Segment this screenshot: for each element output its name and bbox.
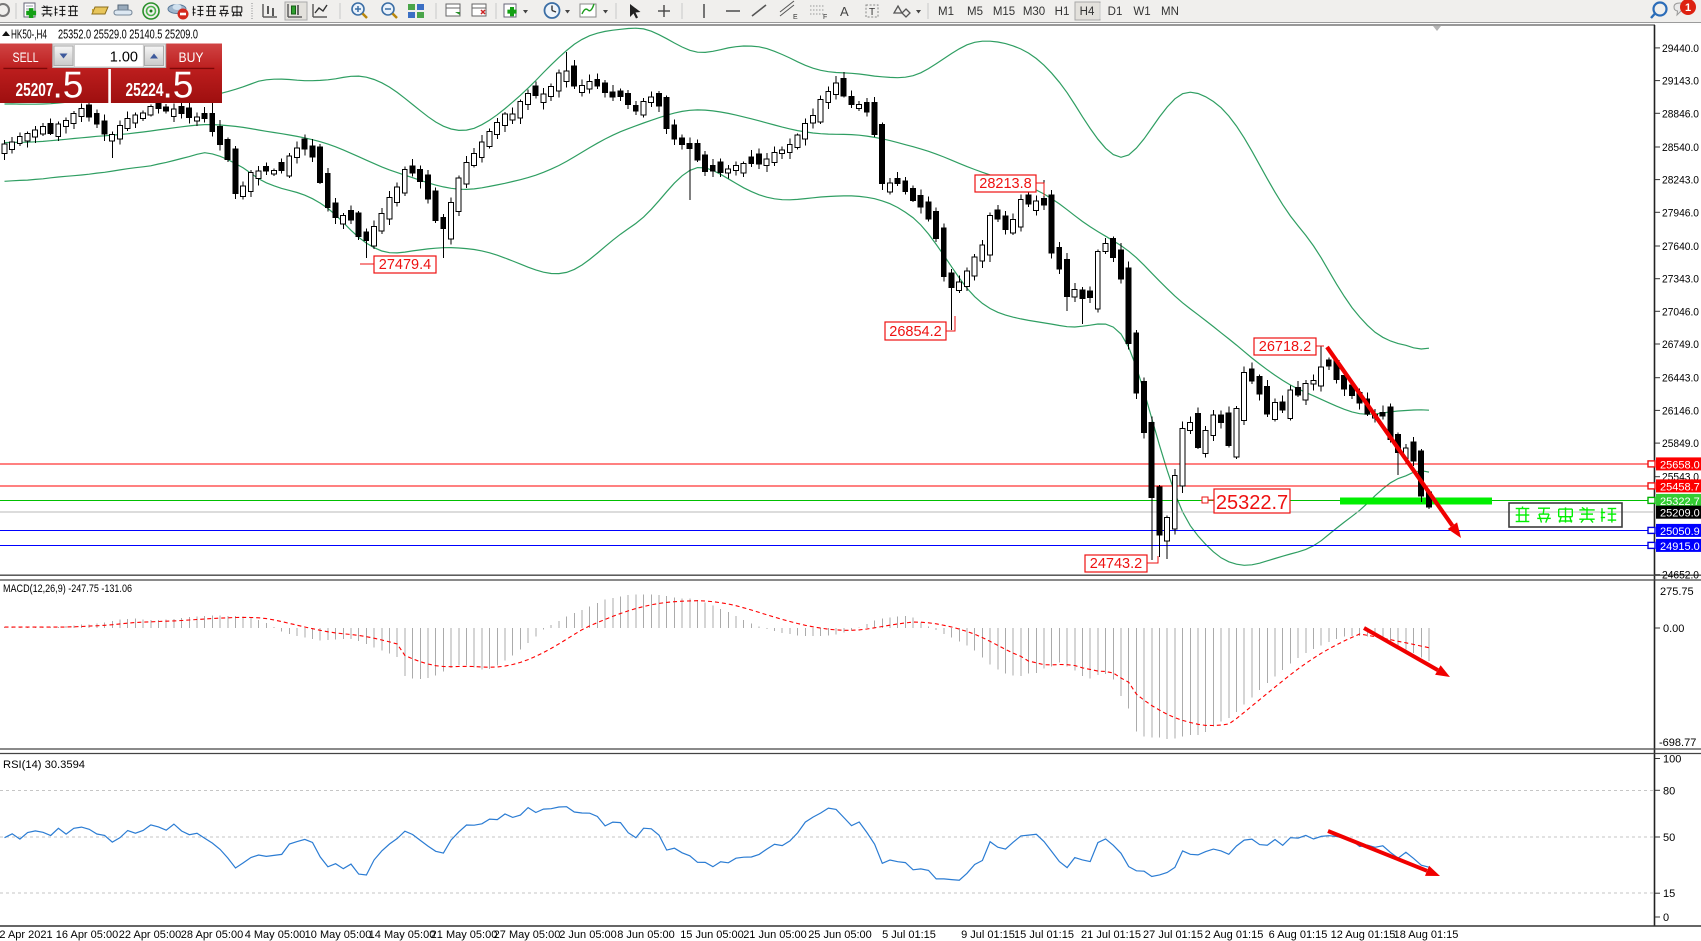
svg-text:1.00: 1.00: [110, 50, 138, 66]
svg-text:14 May 05:00: 14 May 05:00: [369, 929, 436, 941]
svg-text:25207: 25207: [16, 80, 54, 100]
svg-text:275.75: 275.75: [1660, 586, 1694, 598]
svg-text:24743.2: 24743.2: [1090, 556, 1142, 572]
svg-text:29143.0: 29143.0: [1662, 76, 1699, 88]
svg-text:27946.0: 27946.0: [1662, 207, 1699, 219]
svg-text:22 Apr 05:00: 22 Apr 05:00: [119, 929, 181, 941]
svg-text:27640.0: 27640.0: [1662, 241, 1699, 253]
svg-text:25352.0 25529.0 25140.5 25209.: 25352.0 25529.0 25140.5 25209.0: [58, 28, 198, 42]
svg-text:28 Apr 05:00: 28 Apr 05:00: [181, 929, 243, 941]
svg-text:6 Aug 01:15: 6 Aug 01:15: [1269, 929, 1328, 941]
svg-text:MN: MN: [1161, 6, 1179, 18]
svg-text:MACD(12,26,9) -247.75 -131.06: MACD(12,26,9) -247.75 -131.06: [3, 583, 132, 595]
svg-text:D1: D1: [1108, 6, 1123, 18]
svg-text:5 Jul 01:15: 5 Jul 01:15: [882, 929, 936, 941]
svg-text:M30: M30: [1023, 6, 1045, 18]
svg-text:21 Jul 01:15: 21 Jul 01:15: [1081, 929, 1141, 941]
svg-text:15: 15: [1663, 888, 1675, 900]
svg-text:25 Jun 05:00: 25 Jun 05:00: [808, 929, 872, 941]
svg-text:27 May 05:00: 27 May 05:00: [494, 929, 561, 941]
svg-text:8 Jun 05:00: 8 Jun 05:00: [617, 929, 675, 941]
svg-text:0: 0: [1663, 912, 1669, 924]
svg-text:4 May 05:00: 4 May 05:00: [245, 929, 306, 941]
svg-text:15 Jun 05:00: 15 Jun 05:00: [680, 929, 744, 941]
svg-text:.5: .5: [53, 65, 84, 106]
svg-text:M5: M5: [967, 6, 983, 18]
svg-text:25658.0: 25658.0: [1660, 459, 1700, 471]
svg-text:50: 50: [1663, 832, 1675, 844]
svg-text:25322.7: 25322.7: [1216, 492, 1288, 514]
svg-text:25458.7: 25458.7: [1660, 481, 1700, 493]
svg-text:HK50-,H4: HK50-,H4: [11, 28, 47, 42]
svg-text:26749.0: 26749.0: [1662, 339, 1699, 351]
svg-text:21 May 05:00: 21 May 05:00: [431, 929, 498, 941]
svg-text:28540.0: 28540.0: [1662, 142, 1699, 154]
svg-text:27046.0: 27046.0: [1662, 306, 1699, 318]
svg-text:28213.8: 28213.8: [979, 176, 1031, 192]
svg-text:26718.2: 26718.2: [1259, 339, 1311, 355]
svg-text:25209.0: 25209.0: [1660, 508, 1700, 520]
svg-text:0.00: 0.00: [1663, 623, 1684, 635]
svg-text:2 Aug 01:15: 2 Aug 01:15: [1205, 929, 1264, 941]
svg-text:27 Jul 01:15: 27 Jul 01:15: [1143, 929, 1203, 941]
svg-text:25322.7: 25322.7: [1660, 496, 1700, 508]
svg-text:24652.0: 24652.0: [1662, 570, 1699, 582]
svg-text:SELL: SELL: [13, 49, 39, 65]
svg-text:RSI(14) 30.3594: RSI(14) 30.3594: [3, 759, 85, 771]
svg-text:26443.0: 26443.0: [1662, 373, 1699, 385]
svg-text:A: A: [840, 4, 849, 19]
svg-text:28243.0: 28243.0: [1662, 175, 1699, 187]
svg-text:W1: W1: [1133, 6, 1150, 18]
svg-text:M1: M1: [938, 6, 954, 18]
svg-text:M15: M15: [993, 6, 1015, 18]
svg-text:15 Jul 01:15: 15 Jul 01:15: [1014, 929, 1074, 941]
svg-text:100: 100: [1663, 754, 1681, 766]
svg-text:29440.0: 29440.0: [1662, 43, 1699, 55]
svg-text:24915.0: 24915.0: [1660, 541, 1700, 553]
svg-text:27479.4: 27479.4: [379, 257, 431, 273]
svg-text:80: 80: [1663, 785, 1675, 797]
svg-text:2 Apr 2021: 2 Apr 2021: [0, 929, 53, 941]
svg-text:18 Aug 01:15: 18 Aug 01:15: [1394, 929, 1459, 941]
svg-text:BUY: BUY: [179, 49, 205, 65]
svg-text:26854.2: 26854.2: [889, 324, 941, 340]
svg-text:H1: H1: [1055, 6, 1070, 18]
svg-text:-698.77: -698.77: [1659, 737, 1696, 749]
svg-text:21 Jun 05:00: 21 Jun 05:00: [743, 929, 807, 941]
svg-text:28846.0: 28846.0: [1662, 108, 1699, 120]
svg-text:27343.0: 27343.0: [1662, 274, 1699, 286]
svg-text:F: F: [823, 14, 827, 21]
svg-text:25050.9: 25050.9: [1660, 526, 1700, 538]
svg-text:H4: H4: [1080, 6, 1095, 18]
svg-text:2 Jun 05:00: 2 Jun 05:00: [559, 929, 617, 941]
svg-text:E: E: [793, 14, 798, 21]
svg-text:1: 1: [1685, 2, 1691, 14]
svg-text:T: T: [869, 7, 875, 18]
svg-text:25849.0: 25849.0: [1662, 438, 1699, 450]
svg-text:25224: 25224: [126, 80, 164, 100]
svg-text:.5: .5: [163, 65, 194, 106]
svg-text:26146.0: 26146.0: [1662, 405, 1699, 417]
svg-text:9 Jul 01:15: 9 Jul 01:15: [961, 929, 1015, 941]
svg-text:12 Aug 01:15: 12 Aug 01:15: [1331, 929, 1396, 941]
svg-text:16 Apr 05:00: 16 Apr 05:00: [56, 929, 118, 941]
svg-text:10 May 05:00: 10 May 05:00: [305, 929, 372, 941]
